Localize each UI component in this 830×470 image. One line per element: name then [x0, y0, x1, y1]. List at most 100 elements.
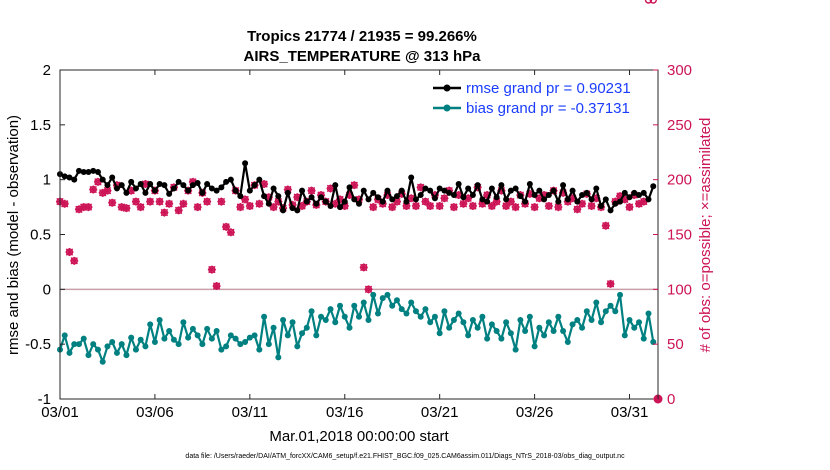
bias-point	[166, 328, 173, 335]
rmse-point	[431, 195, 438, 202]
obs-assimilated-marker	[136, 203, 145, 212]
bias-point	[170, 336, 177, 343]
obs-assimilated-marker	[131, 197, 140, 206]
rmse-point	[318, 194, 325, 201]
bias-point	[256, 346, 263, 353]
y-tick-label: 0	[43, 281, 51, 298]
rmse-point	[374, 194, 381, 201]
rmse-point	[284, 189, 291, 196]
bias-point	[365, 317, 372, 324]
bias-point	[284, 332, 291, 339]
rmse-point	[588, 196, 595, 203]
rmse-point	[113, 185, 120, 192]
bias-point	[607, 302, 614, 309]
rmse-point	[479, 196, 486, 203]
bias-point	[185, 334, 192, 341]
obs-assimilated-marker	[454, 191, 463, 200]
bias-point	[412, 308, 419, 315]
y2-tick-label: 0	[667, 391, 675, 408]
rmse-point	[265, 200, 272, 207]
obs-assimilated-marker	[203, 197, 212, 206]
obs-assimilated-marker	[430, 191, 439, 200]
bias-point	[512, 346, 519, 353]
obs-assimilated-marker	[241, 195, 250, 204]
bias-point	[289, 319, 296, 326]
obs-assimilated-marker	[359, 263, 368, 272]
bias-point	[526, 313, 533, 320]
obs-assimilated-marker	[207, 265, 216, 274]
bias-point	[94, 346, 101, 353]
bias-point	[161, 335, 168, 342]
y-tick-label: -0.5	[25, 336, 51, 353]
rmse-point	[132, 185, 139, 192]
rmse-point	[370, 189, 377, 196]
obs-assimilated-marker	[193, 203, 202, 212]
rmse-point	[232, 187, 239, 194]
bias-point	[403, 310, 410, 317]
obs-assimilated-marker	[364, 285, 373, 294]
obs-assimilated-marker	[236, 203, 245, 212]
rmse-point	[474, 182, 481, 189]
bias-point	[90, 341, 97, 348]
obs-assimilated-marker	[468, 201, 477, 210]
rmse-point	[645, 196, 652, 203]
obs-assimilated-marker	[530, 203, 539, 212]
bias-point	[569, 321, 576, 328]
rmse-point	[66, 174, 73, 181]
rmse-point	[242, 160, 249, 167]
bias-point	[379, 295, 386, 302]
rmse-point	[526, 181, 533, 188]
bias-point	[251, 332, 258, 339]
obs-assimilated-marker	[264, 193, 273, 202]
obs-assimilated-marker	[212, 282, 221, 291]
x-axis-label: Mar.01,2018 00:00:00 start	[269, 428, 449, 445]
obs-assimilated-marker	[79, 203, 88, 212]
bias-point	[588, 317, 595, 324]
obs-assimilated-marker	[497, 186, 506, 195]
y-axis-label: rmse and bias (model - observation)	[5, 115, 22, 355]
bias-point	[128, 334, 135, 341]
plot-area	[60, 70, 658, 399]
rmse-point	[332, 182, 339, 189]
bias-point	[574, 317, 581, 324]
x-tick-label: 03/06	[136, 404, 174, 421]
obs-assimilated-marker	[464, 194, 473, 203]
obs-assimilated-marker	[635, 199, 644, 208]
rmse-point	[408, 174, 415, 181]
bias-point	[227, 332, 234, 339]
bias-point	[66, 349, 73, 356]
rmse-point	[617, 198, 624, 205]
rmse-point	[294, 207, 301, 214]
bias-point	[469, 317, 476, 324]
rmse-point	[398, 187, 405, 194]
obs-assimilated-marker	[559, 188, 568, 197]
rmse-point	[341, 198, 348, 205]
bias-point	[242, 338, 249, 345]
bias-point	[579, 324, 586, 331]
obs-possible-marker	[649, 0, 657, 4]
bias-point	[436, 330, 443, 337]
obs-assimilated-marker	[416, 183, 425, 192]
obs-assimilated-marker	[298, 201, 307, 210]
rmse-point	[450, 192, 457, 199]
rmse-point	[71, 176, 78, 183]
obs-assimilated-marker	[601, 221, 610, 230]
bias-point	[631, 324, 638, 331]
obs-assimilated-marker	[222, 222, 231, 231]
rmse-point	[560, 182, 567, 189]
rmse-point	[75, 167, 82, 174]
y2-tick-label: 200	[667, 172, 692, 189]
y-axis-ticks: -1 -0.5 0 0.5 1 1.5 2	[25, 62, 65, 408]
rmse-point	[118, 182, 125, 189]
rmse-point	[379, 198, 386, 205]
obs-assimilated-marker	[388, 203, 397, 212]
rmse-point	[61, 173, 68, 180]
bias-point	[71, 341, 78, 348]
y2-axis-ticks: 0 50 100 150 200 250 300	[653, 62, 692, 408]
rmse-point	[427, 187, 434, 194]
rmse-point	[436, 185, 443, 192]
obs-assimilated-marker	[639, 197, 648, 206]
rmse-point	[393, 193, 400, 200]
bias-point	[503, 319, 510, 326]
obs-assimilated-marker	[103, 186, 112, 195]
